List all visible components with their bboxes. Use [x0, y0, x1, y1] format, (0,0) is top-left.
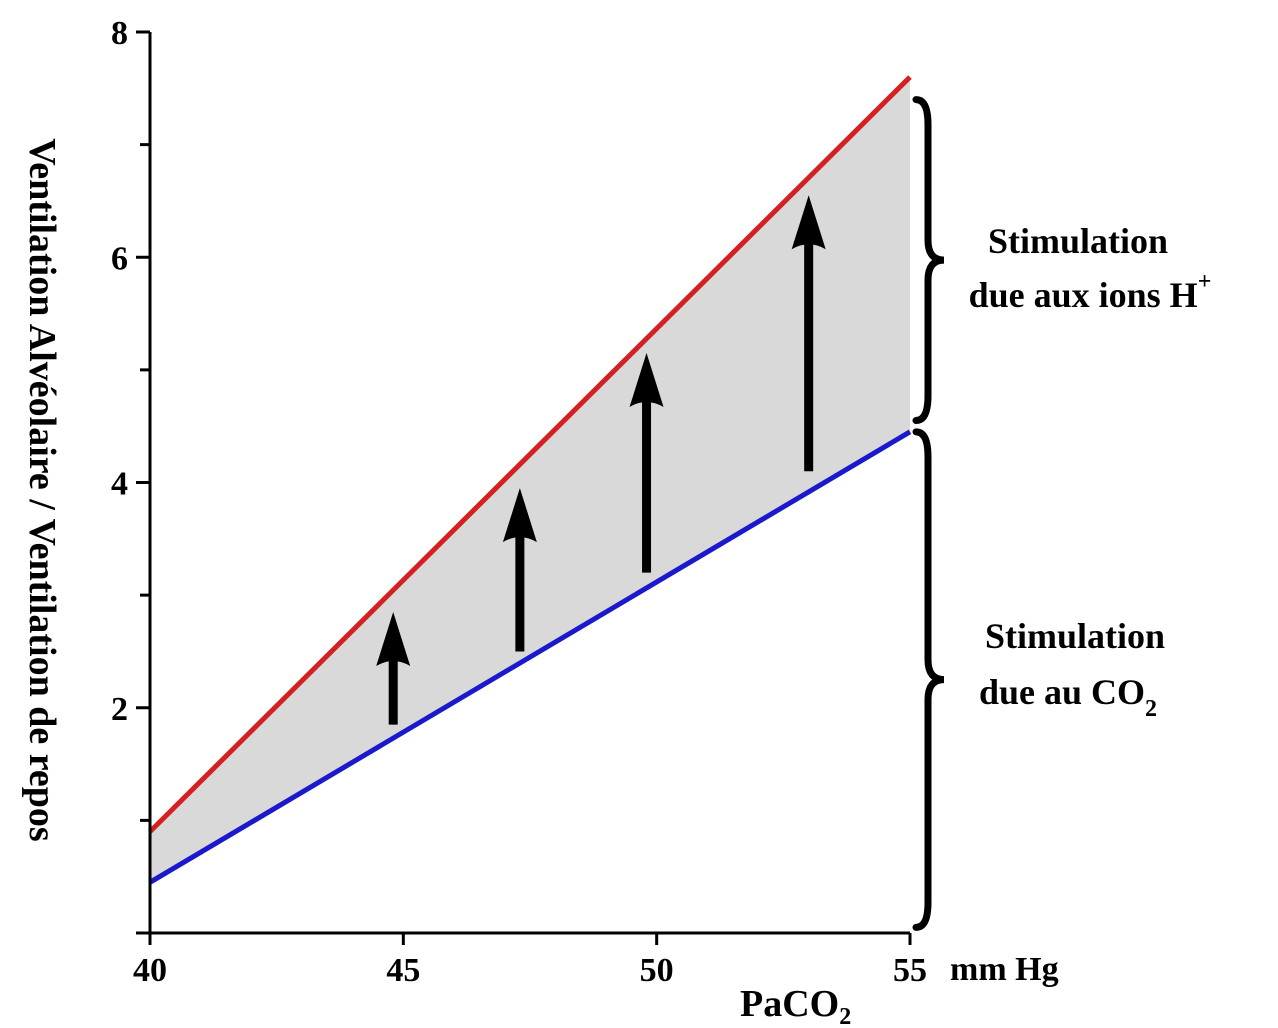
- annotation-h-ions: Stimulation due aux ions H+: [969, 221, 1212, 315]
- y-tick-label: 4: [111, 466, 128, 503]
- annotation-co2-line1: Stimulation: [985, 616, 1165, 656]
- tick-layer: 2 4 6 8 40 45 50 55: [111, 15, 927, 989]
- arrow-head: [791, 195, 826, 250]
- x-axis-title: PaCO2: [740, 983, 851, 1028]
- x-axis-title-main: PaCO: [740, 983, 839, 1025]
- y-tick-label: 6: [111, 240, 128, 277]
- shaded-region: [150, 77, 910, 883]
- x-tick-label: 55: [893, 952, 927, 989]
- annotation-h-ions-line1: Stimulation: [988, 221, 1168, 261]
- arrow-head: [376, 612, 411, 667]
- x-tick-label: 40: [133, 952, 167, 989]
- annotation-co2-line2: due au CO: [979, 672, 1145, 712]
- arrow-4: [791, 195, 826, 472]
- series-line-2: [148, 429, 912, 885]
- brace-2: [912, 428, 945, 931]
- annotation-h-ions-line2: due aux ions H: [969, 275, 1198, 315]
- arrow-head: [629, 352, 664, 407]
- annotation-h-ions-superscript: +: [1198, 269, 1212, 295]
- x-tick-label: 45: [386, 952, 420, 989]
- series-layer: [148, 75, 912, 885]
- annotation-co2-subscript: 2: [1145, 696, 1157, 722]
- arrow-layer: [376, 195, 826, 725]
- arrow-1: [376, 612, 411, 725]
- arrow-2: [502, 488, 537, 652]
- series-line-1: [148, 75, 912, 834]
- x-tick-label: 50: [640, 952, 674, 989]
- y-tick-label: 2: [111, 691, 128, 728]
- y-tick-label: 8: [111, 15, 128, 52]
- arrow-3: [629, 352, 664, 573]
- brace-layer: [912, 96, 945, 931]
- arrow-head: [502, 488, 537, 543]
- x-axis-unit: mm Hg: [950, 951, 1059, 988]
- y-axis-title: Ventilation Alvéolaire / Ventilation de …: [21, 138, 63, 841]
- x-axis-title-subscript: 2: [839, 1004, 851, 1028]
- annotation-co2: Stimulation due au CO2: [979, 616, 1165, 722]
- brace-1: [912, 96, 945, 425]
